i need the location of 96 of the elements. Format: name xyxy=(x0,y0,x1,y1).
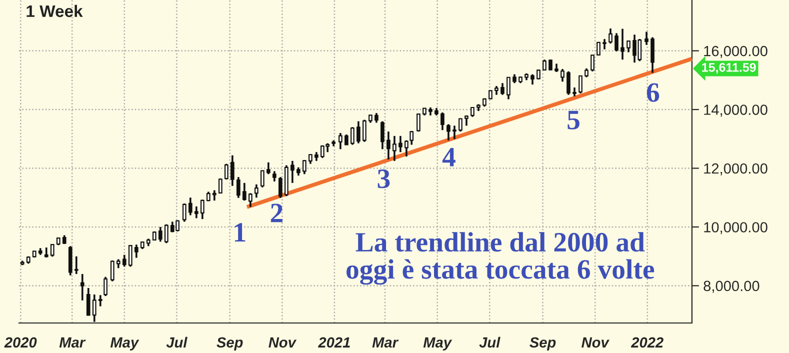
x-tick-label: 2022 xyxy=(630,337,664,348)
annotation: La trendline dal 2000 ad oggi è stata toccata 6 volte xyxy=(346,232,654,285)
x-tick-label: Nov xyxy=(582,337,610,348)
candlestick xyxy=(560,68,564,83)
candlestick xyxy=(242,182,246,202)
candlestick xyxy=(614,32,618,52)
x-tick-label: Mar xyxy=(59,337,86,348)
candlestick xyxy=(398,135,402,154)
candlestick xyxy=(110,260,114,282)
candlestick xyxy=(410,130,414,146)
candlestick xyxy=(338,132,342,150)
candlestick xyxy=(260,169,264,188)
candlestick xyxy=(218,178,222,194)
candlestick xyxy=(542,58,546,72)
candlestick xyxy=(458,117,462,132)
candlestick xyxy=(272,170,276,182)
annotation: 6 xyxy=(646,83,660,102)
x-tick-label: Nov xyxy=(268,337,297,348)
candlestick xyxy=(50,243,54,258)
y-tick-label: 16,000.00 xyxy=(704,46,768,58)
text: 15,611.59 xyxy=(702,62,756,74)
candlestick xyxy=(128,244,132,268)
candlestick xyxy=(374,112,378,124)
candlestick xyxy=(122,254,126,268)
candlestick xyxy=(164,223,168,244)
candlestick xyxy=(278,176,282,199)
y-tick-label: 10,000.00 xyxy=(704,222,768,234)
candlestick xyxy=(236,176,240,199)
y-tick-label: 8,000.00 xyxy=(704,280,760,293)
candlestick xyxy=(80,273,84,302)
candlestick xyxy=(644,30,648,46)
candlestick xyxy=(212,189,216,202)
candlestick xyxy=(578,74,582,94)
candlestick xyxy=(590,54,594,72)
candlestick xyxy=(602,38,606,50)
x-tick-label: May xyxy=(423,337,452,350)
candlestick xyxy=(620,28,624,61)
candlestick xyxy=(74,255,78,275)
candlestick xyxy=(470,106,474,118)
candlestick xyxy=(440,112,444,131)
candlestick xyxy=(308,153,312,165)
candlestick xyxy=(200,198,204,220)
candlestick xyxy=(104,276,108,297)
candlestick xyxy=(302,159,306,176)
candlestick xyxy=(362,118,366,143)
candlestick xyxy=(416,113,420,132)
annotation: 2 xyxy=(270,204,282,222)
x-tick-label: 2021 xyxy=(318,337,350,348)
candlestick xyxy=(536,68,540,80)
candlestick xyxy=(446,123,450,142)
x-tick-label: 2020 xyxy=(4,337,37,348)
candlestick xyxy=(254,183,258,199)
candlestick xyxy=(44,246,48,258)
annotation: 1 xyxy=(234,223,246,242)
candlestick xyxy=(650,36,654,74)
candlestick xyxy=(290,160,294,184)
chart-title: 1 Week xyxy=(26,4,83,18)
candlestick xyxy=(194,206,198,220)
x-tick-label: Jul xyxy=(166,336,188,348)
candlestick xyxy=(548,58,552,72)
y-tick-label: 12,000.00 xyxy=(704,163,768,176)
candlestick xyxy=(134,244,138,259)
candlestick xyxy=(608,28,612,44)
candlestick xyxy=(266,161,270,176)
x-tick-label: Sep xyxy=(216,337,243,350)
candlestick xyxy=(404,139,408,158)
annotation: 3 xyxy=(378,169,390,188)
x-tick-label: Mar xyxy=(372,337,399,348)
candlestick xyxy=(596,42,600,56)
candlestick xyxy=(530,73,534,86)
candlestick xyxy=(506,76,510,100)
candlestick xyxy=(182,202,186,223)
candlestick xyxy=(86,287,90,316)
candlestick xyxy=(380,120,384,150)
candlestick xyxy=(248,192,252,208)
annotation: 5 xyxy=(568,110,580,130)
candlestick xyxy=(350,126,354,146)
candlestick xyxy=(626,40,630,54)
candlestick xyxy=(92,294,96,323)
y-tick-label: 14,000.00 xyxy=(704,104,768,117)
candlestick xyxy=(230,154,234,187)
x-tick-label: Sep xyxy=(530,337,556,350)
candlestick xyxy=(392,135,396,162)
candlestick xyxy=(356,120,360,144)
candlestick xyxy=(500,82,504,96)
candlestick xyxy=(98,294,102,308)
candlestick xyxy=(224,162,228,180)
candlestick xyxy=(452,124,456,140)
x-tick-label: May xyxy=(110,337,140,350)
candlestick xyxy=(386,130,390,160)
x-tick-label: Jul xyxy=(479,336,500,348)
candlestick xyxy=(344,134,348,146)
candlestick xyxy=(188,196,192,216)
annotation: 4 xyxy=(442,148,456,166)
candlestick xyxy=(158,226,162,243)
candlestick xyxy=(566,70,570,96)
